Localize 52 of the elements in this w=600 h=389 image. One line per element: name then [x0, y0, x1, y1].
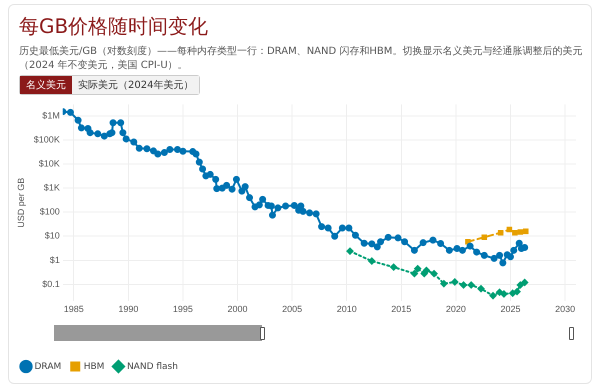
- point: [518, 229, 524, 235]
- point: [468, 282, 475, 289]
- x-tick-label: 2025: [500, 304, 521, 314]
- point: [523, 228, 529, 234]
- point: [514, 288, 521, 296]
- legend-label: HBM: [84, 362, 104, 372]
- point: [410, 270, 418, 278]
- point: [478, 285, 485, 292]
- point: [440, 280, 448, 288]
- y-tick-label: $1K: [44, 182, 60, 193]
- y-tick-label: $1M: [42, 110, 60, 120]
- y-tick-label: $100K: [34, 134, 60, 144]
- point: [490, 292, 497, 300]
- x-tick-label: 2015: [391, 304, 412, 314]
- text: 名义美元: [20, 76, 72, 94]
- point: [451, 278, 458, 286]
- y-tick-label: $1: [50, 254, 60, 265]
- chart-subtitle: 历史最低美元/GB（对数刻度）——每种内存类型一行：DRAM、NAND 闪存和HBM。切换显示名义美元与经通胀调整后的美元（2024 年不变美元，美国 CPI-U）。: [19, 45, 584, 73]
- x-tick-label: 1990: [118, 304, 138, 314]
- point: [506, 226, 512, 232]
- point: [430, 270, 438, 278]
- point: [498, 230, 504, 236]
- x-tick-label: 2005: [282, 304, 302, 314]
- x-tick-label: 2030: [555, 304, 576, 314]
- point: [414, 265, 422, 272]
- point: [346, 248, 354, 255]
- legend-label: DRAM: [34, 362, 62, 372]
- y-tick-label: $100: [40, 206, 60, 217]
- y-axis-title: USD per GB: [16, 178, 26, 228]
- x-tick-label: 1985: [64, 304, 84, 314]
- chart-title: 每GB价格随时间变化: [19, 13, 208, 40]
- point: [390, 264, 398, 271]
- point: [521, 278, 528, 286]
- text: 实际美元（2024年美元）: [72, 76, 200, 94]
- point: [512, 230, 518, 236]
- x-tick-label: 2000: [228, 304, 248, 314]
- point: [368, 258, 376, 265]
- x-tick-label: 1995: [172, 304, 193, 314]
- point: [482, 234, 488, 240]
- y-tick-label: $10K: [38, 158, 60, 169]
- point: [465, 238, 471, 245]
- y-tick-label: $0.1: [42, 278, 60, 289]
- y-tick-label: $10: [44, 230, 60, 241]
- point: [460, 282, 468, 289]
- point: [496, 288, 504, 296]
- legend-label: NAND flash: [126, 362, 178, 372]
- point: [509, 290, 516, 297]
- x-tick-label: 2020: [446, 304, 466, 314]
- point: [500, 290, 508, 298]
- point: [516, 282, 524, 289]
- x-tick-label: 2010: [336, 304, 357, 314]
- point: [422, 266, 430, 274]
